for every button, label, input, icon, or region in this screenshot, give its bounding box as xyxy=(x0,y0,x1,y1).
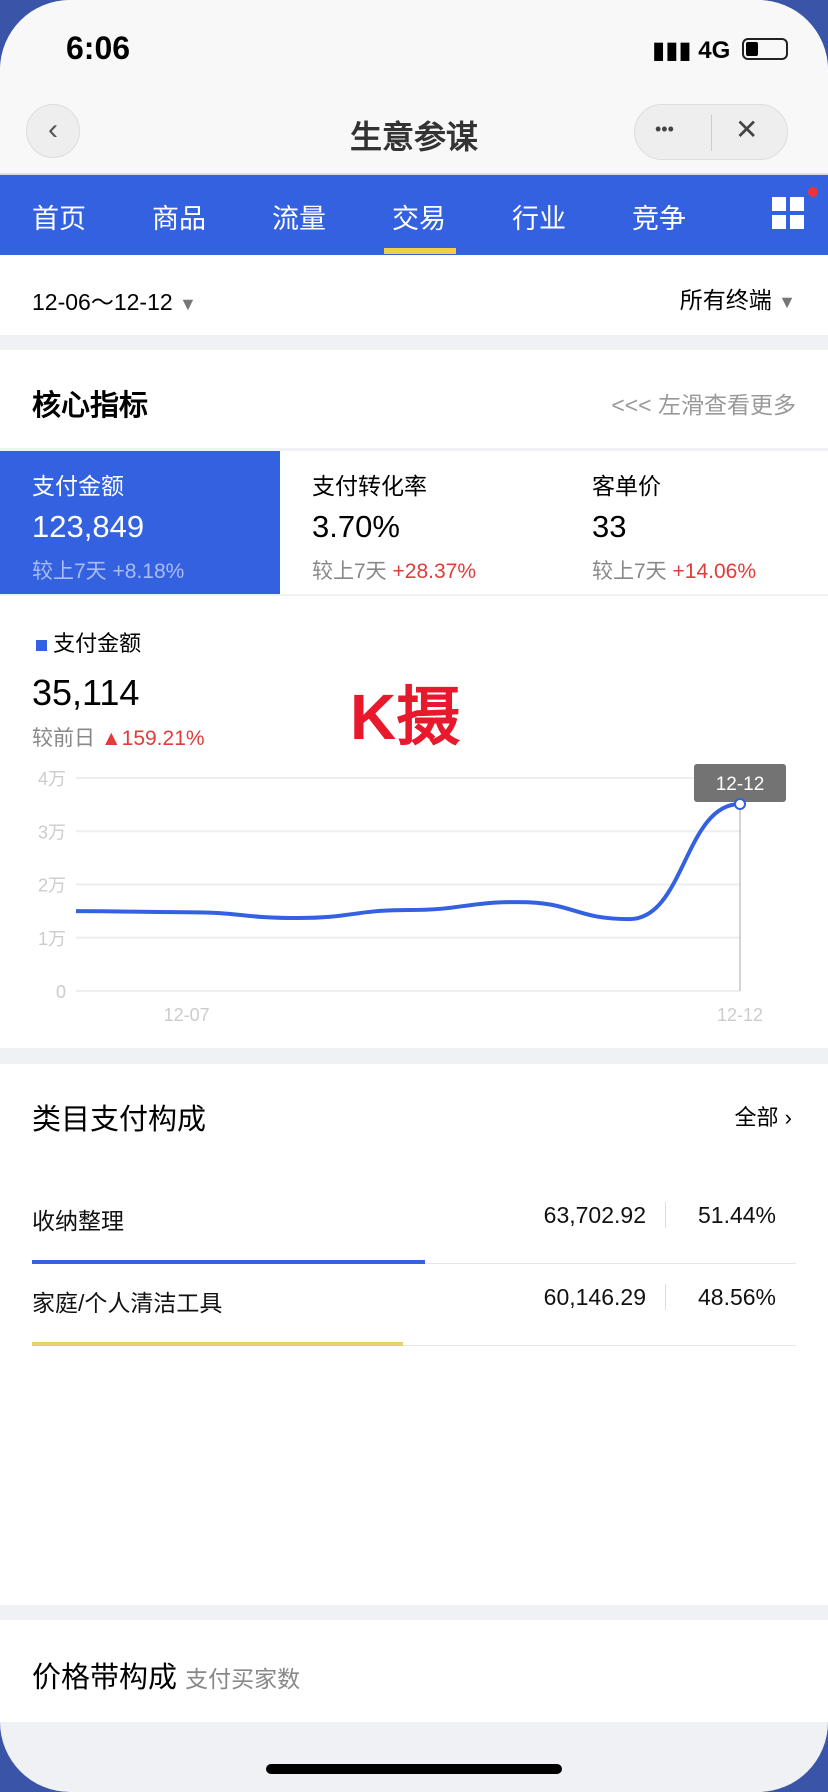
category-amount: 60,146.29 xyxy=(543,1284,646,1310)
mini-capsule: ••• ✕ xyxy=(634,104,788,160)
metrics-row: 支付金额 123,849 较上7天 +8.18% 支付转化率 3.70% 较上7… xyxy=(0,451,828,594)
filter-row: 12-06～12-12 ▼ 所有终端 ▼ xyxy=(0,255,828,335)
metric-unit-price[interactable]: 客单价 33 较上7天 +14.06% xyxy=(560,451,828,594)
active-point xyxy=(734,798,746,811)
core-header: 核心指标 <<< 左滑查看更多 xyxy=(0,350,828,448)
y-tick-label: 1万 xyxy=(38,929,66,949)
trend-value: 35,114 xyxy=(32,672,140,713)
nav-bar: ‹ 生意参谋 ••• ✕ xyxy=(0,100,828,175)
y-tick-label: 3万 xyxy=(38,822,66,842)
trend-section: 支付金额 35,114 较前日 ▲159.21% K摄 0 1万 2万 3万 4万 12-… xyxy=(0,596,828,1048)
date-range-label: 12-06～12-12 xyxy=(32,289,173,315)
legend-swatch xyxy=(36,640,47,651)
tab-bar: 首页 商品 流量 交易 行业 竞争 xyxy=(0,175,828,255)
tab-industry[interactable]: 行业 xyxy=(512,204,566,234)
tab-traffic[interactable]: 流量 xyxy=(272,204,326,234)
network-label: 4G xyxy=(698,37,731,64)
view-all-label: 全部 xyxy=(734,1105,779,1130)
x-tick-label: 12-12 xyxy=(717,1005,763,1025)
up-arrow-icon: ▲ xyxy=(100,727,122,750)
terminal-select[interactable]: 所有终端 ▼ xyxy=(680,281,796,315)
metric-change: +14.06% xyxy=(672,560,757,583)
metric-compare: 较上7天 xyxy=(32,560,107,583)
metric-conversion[interactable]: 支付转化率 3.70% 较上7天 +28.37% xyxy=(280,451,560,594)
active-tab-indicator xyxy=(384,248,456,254)
share-bar xyxy=(32,1260,425,1264)
divider xyxy=(665,1284,666,1310)
tab-trade[interactable]: 交易 xyxy=(392,204,446,234)
grid-menu-icon[interactable] xyxy=(772,197,804,229)
metric-change: +28.37% xyxy=(392,560,477,583)
trend-change: 159.21% xyxy=(121,727,205,750)
section-title: 类目支付构成 xyxy=(32,1104,207,1136)
trend-compare: 较前日 xyxy=(32,727,95,750)
category-row[interactable]: 家庭/个人清洁工具 60,146.29 48.56% xyxy=(32,1264,796,1346)
terminal-label: 所有终端 xyxy=(679,287,772,313)
metric-label: 支付金额 xyxy=(32,473,124,499)
y-tick-label: 0 xyxy=(56,982,66,1002)
home-indicator[interactable] xyxy=(266,1764,562,1774)
metric-compare: 较上7天 xyxy=(312,560,387,583)
y-tick-label: 4万 xyxy=(38,769,66,789)
watermark-logo: K摄 xyxy=(350,681,461,753)
battery-icon xyxy=(742,38,788,60)
metric-pay-amount[interactable]: 支付金额 123,849 较上7天 +8.18% xyxy=(0,451,280,594)
dropdown-arrow-icon: ▼ xyxy=(778,292,796,312)
metric-label: 支付转化率 xyxy=(312,473,427,499)
metric-change: +8.18% xyxy=(112,560,185,583)
metric-label: 客单价 xyxy=(592,473,661,499)
share-bar xyxy=(32,1342,403,1346)
tab-competition[interactable]: 竞争 xyxy=(632,204,686,234)
category-name: 收纳整理 xyxy=(32,1208,124,1234)
section-title: 价格带构成 xyxy=(32,1662,178,1694)
category-section: 类目支付构成 全部 › 收纳整理 63,702.92 51.44% 家庭/个人清洁工具… xyxy=(0,1064,828,1605)
page-title: 生意参谋 xyxy=(349,119,478,155)
tab-goods[interactable]: 商品 xyxy=(152,204,206,234)
section-subtitle: 支付买家数 xyxy=(185,1666,301,1692)
section-title: 核心指标 xyxy=(32,390,149,422)
category-name: 家庭/个人清洁工具 xyxy=(32,1290,223,1316)
view-all-link[interactable]: 全部 › xyxy=(735,1100,792,1132)
line-chart[interactable]: 0 1万 2万 3万 4万 12-07 12-12 12-12 xyxy=(0,596,828,1048)
date-range-select[interactable]: 12-06～12-12 ▼ xyxy=(32,283,197,317)
back-button[interactable]: ‹ xyxy=(26,104,80,158)
metric-value: 3.70% xyxy=(312,509,400,544)
tooltip-label: 12-12 xyxy=(716,774,765,795)
price-section: 价格带构成 支付买家数 xyxy=(0,1620,828,1722)
legend-label: 支付金额 xyxy=(53,631,142,656)
series-line xyxy=(75,802,741,922)
divider xyxy=(665,1202,666,1228)
x-tick-label: 12-07 xyxy=(164,1005,210,1025)
signal-icon: ▮▮▮ 4G xyxy=(652,37,731,64)
notification-dot xyxy=(808,187,818,197)
dropdown-arrow-icon: ▼ xyxy=(179,294,197,314)
tab-home[interactable]: 首页 xyxy=(32,204,86,234)
metric-compare: 较上7天 xyxy=(592,560,667,583)
category-row[interactable]: 收纳整理 63,702.92 51.44% xyxy=(32,1182,796,1264)
swipe-hint: <<< 左滑查看更多 xyxy=(611,392,796,418)
category-percent: 48.56% xyxy=(697,1284,776,1310)
metric-value: 33 xyxy=(592,509,627,544)
status-time: 6:06 xyxy=(66,30,131,66)
metric-value: 123,849 xyxy=(32,509,145,544)
category-amount: 63,702.92 xyxy=(543,1202,646,1228)
chart-legend: 支付金额 xyxy=(36,626,141,658)
more-button[interactable]: ••• xyxy=(655,119,674,139)
chevron-right-icon: › xyxy=(784,1105,792,1130)
tooltip-box xyxy=(694,764,786,802)
category-percent: 51.44% xyxy=(697,1202,776,1228)
status-bar: 6:06 ▮▮▮ 4G xyxy=(0,0,828,100)
y-tick-label: 2万 xyxy=(38,876,66,896)
close-button[interactable]: ✕ xyxy=(735,114,759,145)
